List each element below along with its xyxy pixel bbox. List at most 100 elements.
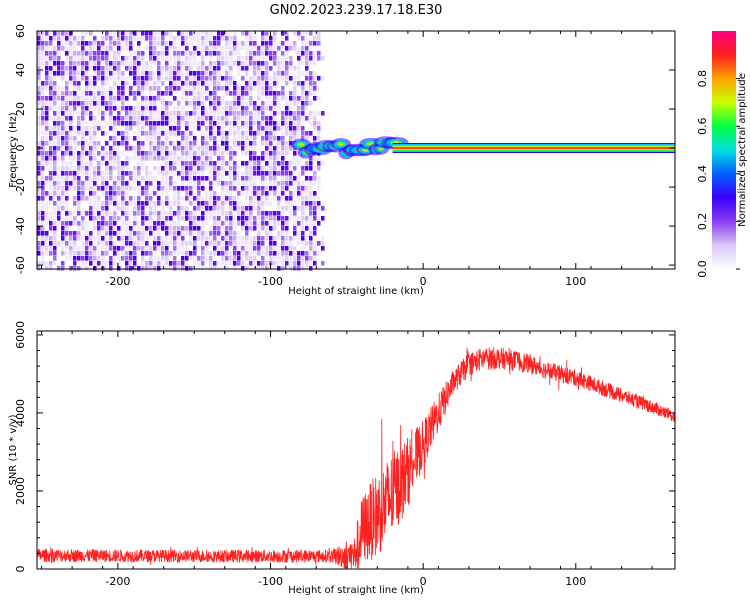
spectrogram-cell (53, 176, 57, 181)
spectrogram-cell (217, 146, 221, 151)
spectrogram-cell (189, 116, 193, 121)
spectrogram-cell (93, 121, 97, 126)
spectrogram-cell (257, 221, 261, 226)
spectrogram-cell (89, 76, 93, 81)
spectrogram-cell (173, 186, 177, 191)
spectrogram-cell (57, 71, 61, 76)
spectrogram-cell (73, 166, 77, 171)
spectrogram-cell (237, 221, 241, 226)
spectrogram-cell (313, 176, 317, 181)
spectrogram-cell (233, 221, 237, 226)
spectrogram-cell (233, 31, 237, 36)
spectrogram-cell (81, 101, 85, 106)
spectrogram-cell (181, 206, 185, 211)
spectrogram-cell (233, 76, 237, 81)
spectrogram-y-tick-label: 20 (14, 102, 27, 116)
spectrogram-cell (37, 266, 41, 271)
spectrogram-cell (193, 181, 197, 186)
spectrogram-cell (297, 56, 301, 61)
spectrogram-cell (269, 256, 273, 261)
spectrogram-cell (205, 176, 209, 181)
spectrogram-cell (273, 216, 277, 221)
spectrogram-cell (121, 91, 125, 96)
spectrogram-cell (285, 111, 289, 116)
spectrogram-cell (165, 246, 169, 251)
spectrogram-cell (129, 211, 133, 216)
spectrogram-cell (309, 86, 313, 91)
spectrogram-cell (41, 36, 45, 41)
spectrogram-cell (137, 121, 141, 126)
spectrogram-cell (225, 171, 229, 176)
spectrogram-cell (93, 216, 97, 221)
spectrogram-cell (189, 236, 193, 241)
spectrogram-cell (117, 51, 121, 56)
spectrogram-cell (101, 151, 105, 156)
spectrogram-cell (269, 216, 273, 221)
spectrogram-cell (189, 131, 193, 136)
spectrogram-cell (157, 226, 161, 231)
spectrogram-cell (45, 101, 49, 106)
spectrogram-cell (253, 151, 257, 156)
spectrogram-cell (69, 36, 73, 41)
spectrogram-cell (61, 261, 65, 266)
spectrogram-cell (309, 111, 313, 116)
spectrogram-cell (277, 261, 281, 266)
spectrogram-cell (133, 146, 137, 151)
spectrogram-cell (209, 61, 213, 66)
spectrogram-cell (201, 71, 205, 76)
spectrogram-cell (137, 31, 141, 36)
spectrogram-cell (265, 221, 269, 226)
spectrogram-cell (209, 91, 213, 96)
spectrogram-cell (65, 51, 69, 56)
spectrogram-cell (117, 206, 121, 211)
spectrogram-cell (93, 171, 97, 176)
spectrogram-cell (305, 81, 309, 86)
spectrogram-cell (225, 71, 229, 76)
spectrogram-cell (161, 66, 165, 71)
spectrogram-cell (157, 61, 161, 66)
spectrogram-cell (165, 256, 169, 261)
spectrogram-cell (141, 266, 145, 271)
spectrogram-cell (101, 51, 105, 56)
spectrogram-cell (301, 106, 305, 111)
spectrogram-cell (317, 36, 321, 41)
spectrogram-cell (157, 256, 161, 261)
spectrogram-cell (157, 111, 161, 116)
spectrogram-cell (69, 121, 73, 126)
spectrogram-cell (269, 201, 273, 206)
spectrogram-cell (193, 241, 197, 246)
spectrogram-cell (173, 181, 177, 186)
spectrogram-cell (241, 246, 245, 251)
spectrogram-cell (317, 196, 321, 201)
spectrogram-cell (49, 96, 53, 101)
spectrogram-cell (205, 131, 209, 136)
spectrogram-cell (213, 51, 217, 56)
spectrogram-cell (165, 221, 169, 226)
spectrogram-cell (41, 206, 45, 211)
spectrogram-cell (41, 256, 45, 261)
spectrogram-cell (193, 161, 197, 166)
spectrogram-cell (301, 181, 305, 186)
spectrogram-cell (253, 201, 257, 206)
spectrogram-cell (165, 71, 169, 76)
spectrogram-cell (73, 36, 77, 41)
spectrogram-cell (217, 96, 221, 101)
spectrogram-cell (65, 236, 69, 241)
spectrogram-cell (269, 96, 273, 101)
spectrogram-cell (213, 131, 217, 136)
spectrogram-cell (305, 186, 309, 191)
spectrogram-cell (97, 241, 101, 246)
spectrogram-cell (209, 256, 213, 261)
spectrogram-cell (165, 176, 169, 181)
spectrogram-cell (45, 86, 49, 91)
spectrogram-cell (313, 111, 317, 116)
spectrogram-cell (265, 171, 269, 176)
spectrogram-cell (121, 221, 125, 226)
spectrogram-x-tick-label: 0 (420, 275, 427, 288)
spectrogram-cell (45, 156, 49, 161)
spectrogram-cell (49, 251, 53, 256)
spectrogram-cell (297, 121, 301, 126)
spectrogram-cell (197, 91, 201, 96)
spectrogram-cell (313, 36, 317, 41)
spectrogram-cell (277, 121, 281, 126)
